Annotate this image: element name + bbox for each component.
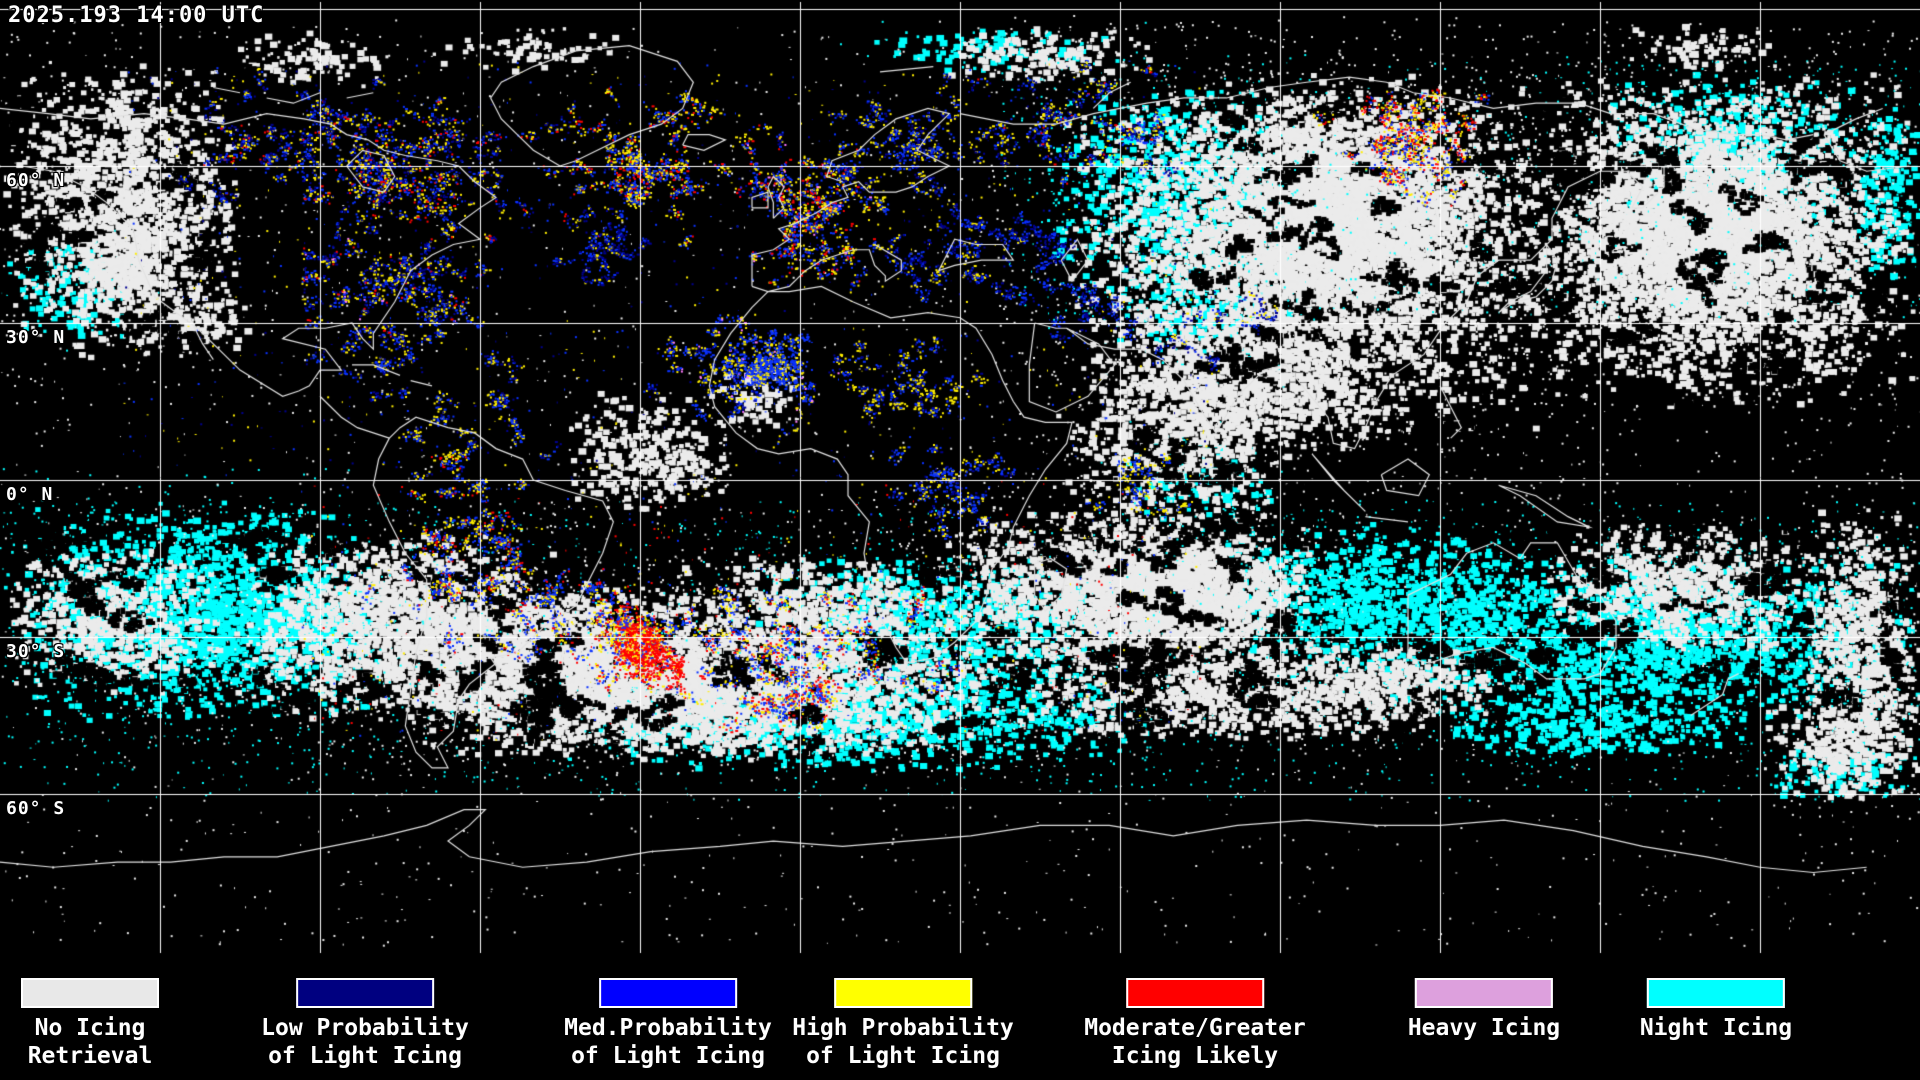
legend-swatch [296,978,434,1008]
legend-label: Low Probability [261,1015,469,1041]
legend-swatch [1126,978,1264,1008]
legend-label: Med.Probability [564,1015,772,1041]
legend: No Icing Retrieval Low Probability of Light… [0,958,1920,1080]
legend-item-moderate-greater-icing-likely: Moderate/Greater Icing Likely [1084,958,1306,1070]
latitude-label: 0° N [6,484,54,505]
legend-label: of Light Icing [571,1043,765,1069]
legend-label: High Probability [792,1015,1014,1041]
legend-item-low-probability-of-light-icing: Low Probability of Light Icing [261,958,469,1070]
legend-item-night-icing: Night Icing [1640,958,1792,1042]
world-icing-map: 2025.193 14:00 UTC 60° N 30° N 0° N 30° S 60… [0,0,1920,958]
legend-item-heavy-icing: Heavy Icing [1408,958,1560,1042]
timestamp-label: 2025.193 14:00 UTC [8,3,265,28]
legend-label: Heavy Icing [1407,1015,1561,1041]
legend-item-high-probability-of-light-icing: High Probability of Light Icing [792,958,1014,1070]
legend-label: Retrieval [27,1043,153,1069]
legend-label: of Light Icing [806,1043,1000,1069]
legend-swatch [21,978,159,1008]
legend-swatch [834,978,972,1008]
legend-label: Moderate/Greater [1084,1015,1306,1041]
legend-label: Night Icing [1639,1015,1793,1041]
legend-swatch [1646,978,1785,1008]
legend-label: No Icing [34,1015,146,1041]
legend-swatch [1414,978,1553,1008]
icing-map-canvas [0,0,1920,958]
legend-label: Icing Likely [1111,1043,1279,1069]
legend-swatch [599,978,737,1008]
latitude-label: 60° N [6,170,66,191]
latitude-label: 30° N [6,327,66,348]
legend-label: of Light Icing [268,1043,462,1069]
latitude-label: 60° S [6,797,66,819]
legend-item-no-icing-retrieval: No Icing Retrieval [21,958,159,1070]
latitude-label: 30° S [6,640,66,662]
legend-item-med-probability-of-light-icing: Med.Probability of Light Icing [564,958,772,1070]
